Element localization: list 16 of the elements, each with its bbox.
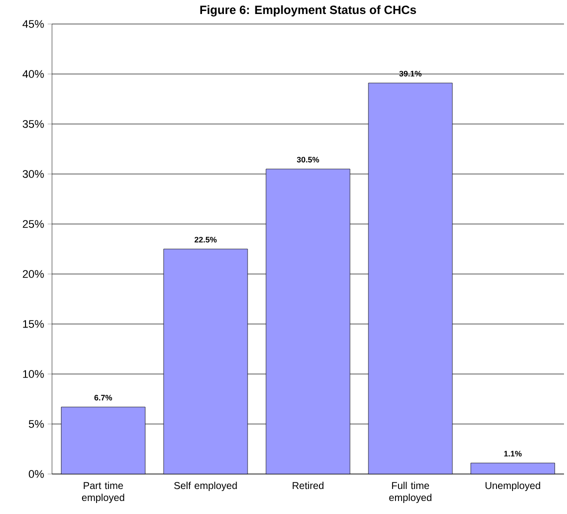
y-tick-label: 25%	[22, 220, 44, 228]
x-tick-label: Self employed	[174, 482, 237, 492]
y-tick-label: 20%	[22, 270, 44, 278]
y-tick-label: 40%	[22, 70, 44, 78]
y-tick-label: 15%	[23, 320, 44, 328]
x-tick-label: Retired	[292, 482, 324, 490]
y-tick-label: 35%	[22, 120, 44, 128]
x-tick-label: Full time employed	[389, 482, 432, 504]
y-tick-label: 10%	[23, 370, 44, 378]
y-tick-label: 30%	[22, 170, 44, 178]
y-tick-label: 0%	[28, 470, 44, 478]
chart-title: Figure 6: Employment Status of CHCs	[200, 5, 416, 16]
y-tick-label: 45%	[22, 20, 44, 28]
x-tick-label: Part time employed	[82, 482, 124, 504]
y-tick-label: 5%	[28, 420, 44, 428]
x-tick-label: Unemployed	[486, 482, 540, 492]
